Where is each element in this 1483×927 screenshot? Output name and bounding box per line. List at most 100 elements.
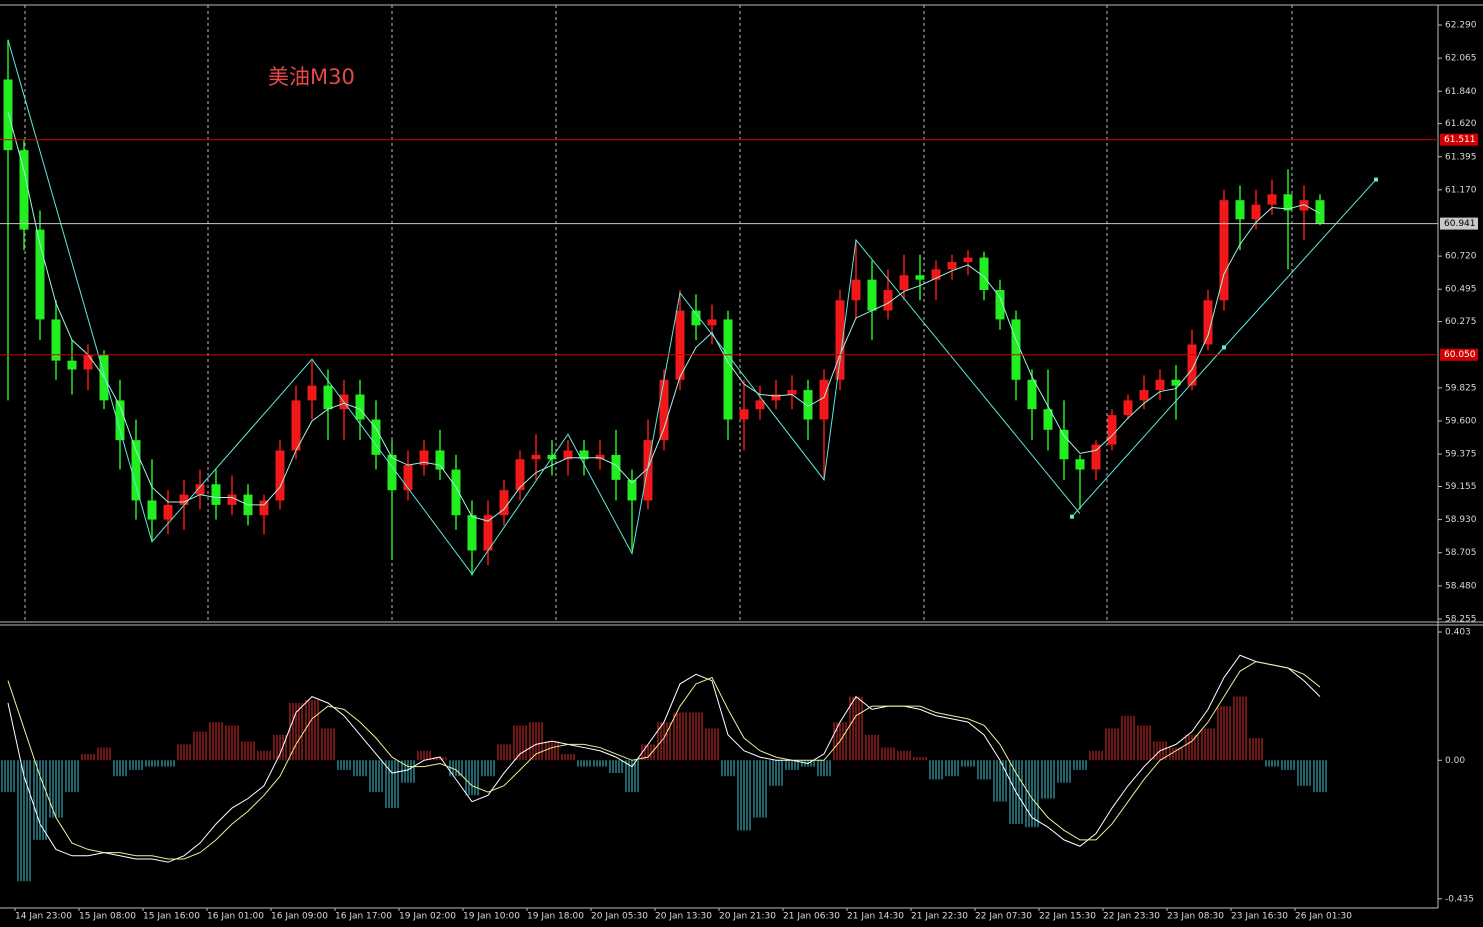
- x-tick-label: 22 Jan 23:30: [1103, 912, 1160, 922]
- candle-body: [1091, 444, 1101, 470]
- y-tick-label: 61.170: [1445, 185, 1477, 195]
- candle-body: [1219, 200, 1229, 301]
- y-tick-label: 59.825: [1445, 383, 1477, 393]
- y-tick-label: 60.495: [1445, 285, 1477, 295]
- candle-body: [227, 494, 237, 505]
- candle-body: [355, 394, 365, 420]
- y-tick-label: 59.155: [1445, 482, 1477, 492]
- candle-body: [1139, 390, 1149, 401]
- candle-body: [115, 400, 125, 441]
- candle-body: [435, 450, 445, 470]
- candle-body: [739, 409, 749, 420]
- candle-body: [147, 500, 157, 520]
- candle-body: [1203, 300, 1213, 345]
- candle-body: [451, 469, 461, 516]
- x-tick-label: 23 Jan 08:30: [1167, 912, 1224, 922]
- x-tick-label: 22 Jan 07:30: [975, 912, 1032, 922]
- x-tick-label: 26 Jan 01:30: [1295, 912, 1352, 922]
- x-tick-label: 15 Jan 16:00: [143, 912, 200, 922]
- candle-body: [755, 400, 765, 410]
- candle-body: [787, 390, 797, 395]
- x-tick-label: 14 Jan 23:00: [15, 912, 72, 922]
- trendline-point: [1222, 345, 1226, 350]
- x-tick-label: 16 Jan 01:00: [207, 912, 264, 922]
- candle-body: [83, 354, 93, 370]
- candle-body: [595, 454, 605, 460]
- price-level-label: 60.941: [1444, 219, 1476, 229]
- candle-body: [1267, 194, 1277, 205]
- candle-body: [611, 454, 621, 480]
- y-tick-label: 62.290: [1445, 21, 1477, 31]
- candle-body: [323, 385, 333, 410]
- candle-body: [883, 289, 893, 311]
- candle-body: [19, 150, 29, 230]
- candle-body: [867, 279, 877, 311]
- moving-average: [7, 111, 1321, 522]
- candle-body: [1011, 319, 1021, 380]
- x-tick-label: 21 Jan 14:30: [847, 912, 904, 922]
- y-tick-label: 59.600: [1445, 416, 1477, 426]
- x-tick-label: 22 Jan 15:30: [1039, 912, 1096, 922]
- candle-body: [1299, 200, 1309, 211]
- x-tick-label: 23 Jan 16:30: [1231, 912, 1288, 922]
- x-tick-label: 20 Jan 13:30: [655, 912, 712, 922]
- candle-body: [1235, 200, 1245, 220]
- candle-body: [579, 450, 589, 460]
- candle-body: [803, 390, 813, 420]
- candle-body: [1315, 200, 1325, 224]
- y-tick-label: 0.403: [1445, 628, 1471, 638]
- candle-body: [67, 360, 77, 370]
- candle-body: [179, 494, 189, 505]
- y-tick-label: 58.930: [1445, 515, 1477, 525]
- x-tick-label: 16 Jan 17:00: [335, 912, 392, 922]
- candle-body: [515, 459, 525, 491]
- chart-title: 美油M30: [268, 65, 355, 89]
- candle-body: [195, 484, 205, 495]
- y-tick-label: 61.620: [1445, 119, 1477, 129]
- candle-body: [3, 79, 13, 151]
- x-tick-label: 19 Jan 18:00: [527, 912, 584, 922]
- candle-body: [403, 465, 413, 491]
- candle-body: [659, 379, 669, 441]
- y-tick-label: -0.435: [1445, 894, 1474, 904]
- candle-body: [691, 310, 701, 326]
- x-tick-label: 21 Jan 22:30: [911, 912, 968, 922]
- candle-body: [963, 257, 973, 263]
- candle-body: [995, 289, 1005, 320]
- y-tick-label: 58.480: [1445, 581, 1477, 591]
- candle-body: [835, 300, 845, 380]
- candle-body: [163, 504, 173, 520]
- x-tick-label: 19 Jan 10:00: [463, 912, 520, 922]
- candle-body: [1251, 204, 1261, 220]
- candle-body: [1075, 459, 1085, 470]
- x-tick-label: 19 Jan 02:00: [399, 912, 456, 922]
- y-tick-label: 58.255: [1445, 614, 1477, 624]
- candle-body: [1123, 400, 1133, 416]
- y-tick-label: 61.395: [1445, 152, 1477, 162]
- candle-body: [771, 394, 781, 401]
- candle-body: [643, 440, 653, 501]
- price-level-tag: [1440, 348, 1478, 361]
- candle-body: [563, 450, 573, 460]
- candle-body: [387, 454, 397, 491]
- trendline-point: [1374, 177, 1378, 182]
- y-tick-label: 59.375: [1445, 450, 1477, 460]
- candle-body: [259, 500, 269, 516]
- y-tick-label: 58.705: [1445, 548, 1477, 558]
- candle-body: [531, 454, 541, 460]
- candle-body: [931, 269, 941, 280]
- candle-body: [483, 515, 493, 551]
- candle-body: [131, 440, 141, 501]
- x-tick-label: 16 Jan 09:00: [271, 912, 328, 922]
- candle-body: [1171, 379, 1181, 386]
- trendline-point: [1070, 514, 1074, 519]
- candle-body: [915, 275, 925, 280]
- candle-body: [1027, 379, 1037, 410]
- price-level-tag: [1440, 133, 1478, 146]
- x-tick-label: 20 Jan 05:30: [591, 912, 648, 922]
- candle-body: [499, 490, 509, 516]
- candle-body: [371, 419, 381, 455]
- candle-body: [819, 379, 829, 420]
